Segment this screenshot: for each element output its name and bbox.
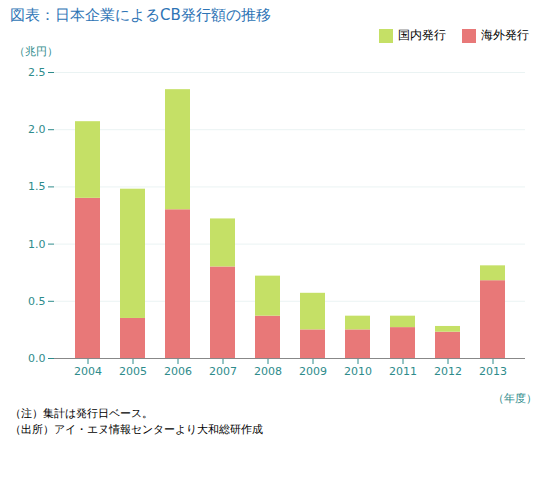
svg-text:2013: 2013 xyxy=(479,365,507,378)
html-text:（注）集計は発行日ベース。: （注）集計は発行日ベース。 xyxy=(10,407,153,420)
html-text:図表：日本企業によるCB発行額の推移: 図表：日本企業によるCB発行額の推移 xyxy=(10,6,271,24)
svg-text:2005: 2005 xyxy=(119,365,147,378)
svg-text:2.5: 2.5 xyxy=(28,66,46,79)
svg-text:2.0: 2.0 xyxy=(28,123,46,136)
svg-text:0.5: 0.5 xyxy=(28,295,46,308)
html-text:国内発行: 国内発行 xyxy=(398,28,446,42)
svg-text:2008: 2008 xyxy=(254,365,282,378)
svg-text:2011: 2011 xyxy=(389,365,417,378)
svg-text:（兆円）: （兆円） xyxy=(14,45,58,58)
svg-text:（年度）: （年度） xyxy=(493,392,537,405)
svg-text:1.0: 1.0 xyxy=(28,238,46,251)
svg-text:2004: 2004 xyxy=(74,365,102,378)
svg-text:2012: 2012 xyxy=(434,365,462,378)
svg-text:2006: 2006 xyxy=(164,365,192,378)
html-text:（出所）アイ・エヌ情報センターより大和総研作成: （出所）アイ・エヌ情報センターより大和総研作成 xyxy=(10,422,263,436)
svg-text:1.5: 1.5 xyxy=(28,180,46,193)
svg-text:2009: 2009 xyxy=(299,365,327,378)
svg-text:2010: 2010 xyxy=(344,365,372,378)
svg-text:0.0: 0.0 xyxy=(28,352,46,365)
svg-text:2007: 2007 xyxy=(209,365,237,378)
html-text:海外発行: 海外発行 xyxy=(481,28,529,42)
